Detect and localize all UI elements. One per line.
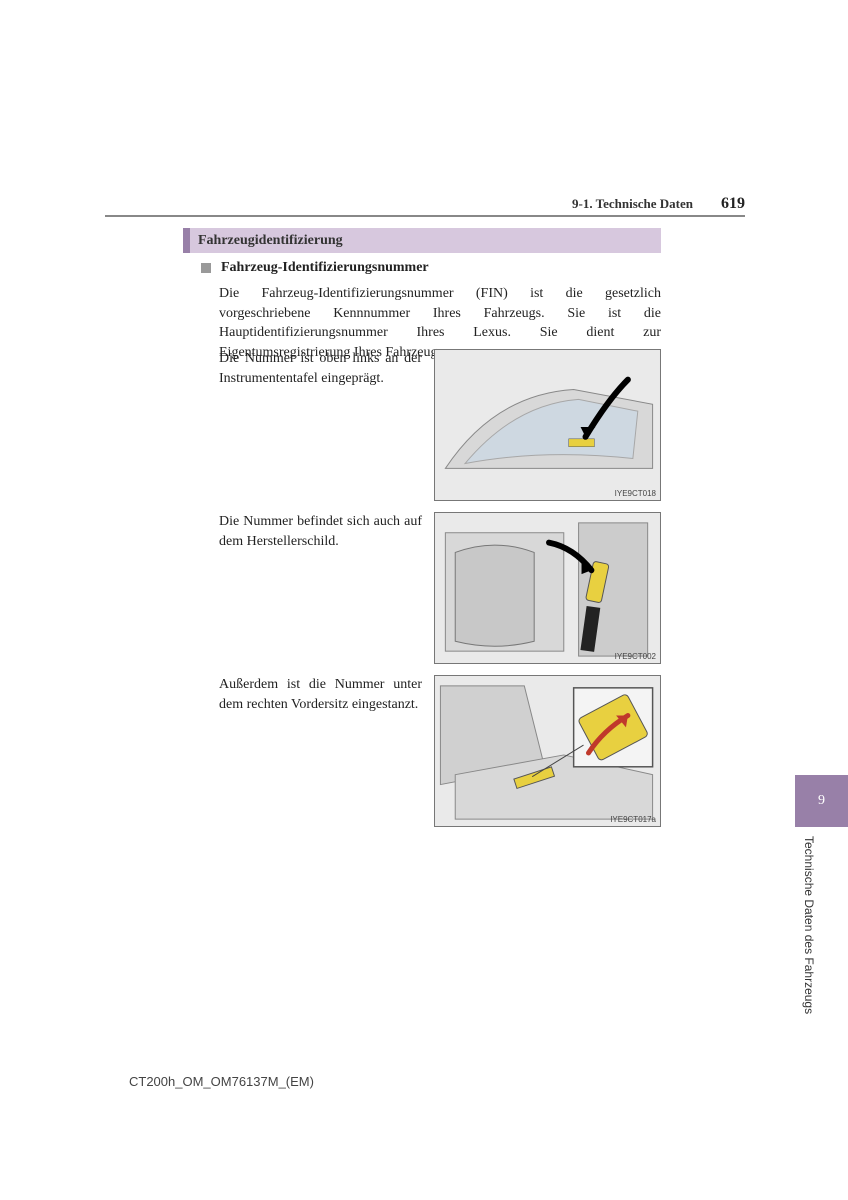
chapter-tab-label: Technische Daten des Fahrzeugs [802,836,816,1014]
document-code: CT200h_OM_OM76137M_(EM) [129,1074,314,1089]
vin-location-2-text: Die Nummer befindet sich auch auf dem He… [219,512,422,551]
subsection-heading-text: Fahrzeug-Identifizierungsnummer [221,260,429,276]
image-code: IYE9CT018 [615,489,656,498]
page-header: 9-1. Technische Daten 619 [572,195,745,213]
subsection-heading: Fahrzeug-Identifizierungsnummer [201,260,429,276]
vin-location-3-image: IYE9CT017a [434,675,661,827]
vin-location-1-text: Die Nummer ist oben links an der Instrum… [219,349,422,388]
vin-location-1: Die Nummer ist oben links an der Instrum… [219,349,661,501]
image-code: IYE9CT017a [610,815,656,824]
chapter-tab: 9 [795,775,848,827]
section-label: 9-1. Technische Daten [572,196,693,212]
vin-location-2: Die Nummer befindet sich auch auf dem He… [219,512,661,664]
header-rule [105,215,745,217]
image-code: IYE9CT002 [615,652,656,661]
vin-location-3-text: Außerdem ist die Nummer unter dem rechte… [219,675,422,714]
section-heading: Fahrzeugidentifizierung [183,228,661,253]
vin-location-3: Außerdem ist die Nummer unter dem rechte… [219,675,661,827]
square-bullet-icon [201,263,211,273]
vin-location-1-image: IYE9CT018 [434,349,661,501]
chapter-tab-number: 9 [818,793,825,809]
page-number: 619 [721,195,745,213]
section-heading-text: Fahrzeugidentifizierung [198,233,343,249]
vin-location-2-image: IYE9CT002 [434,512,661,664]
